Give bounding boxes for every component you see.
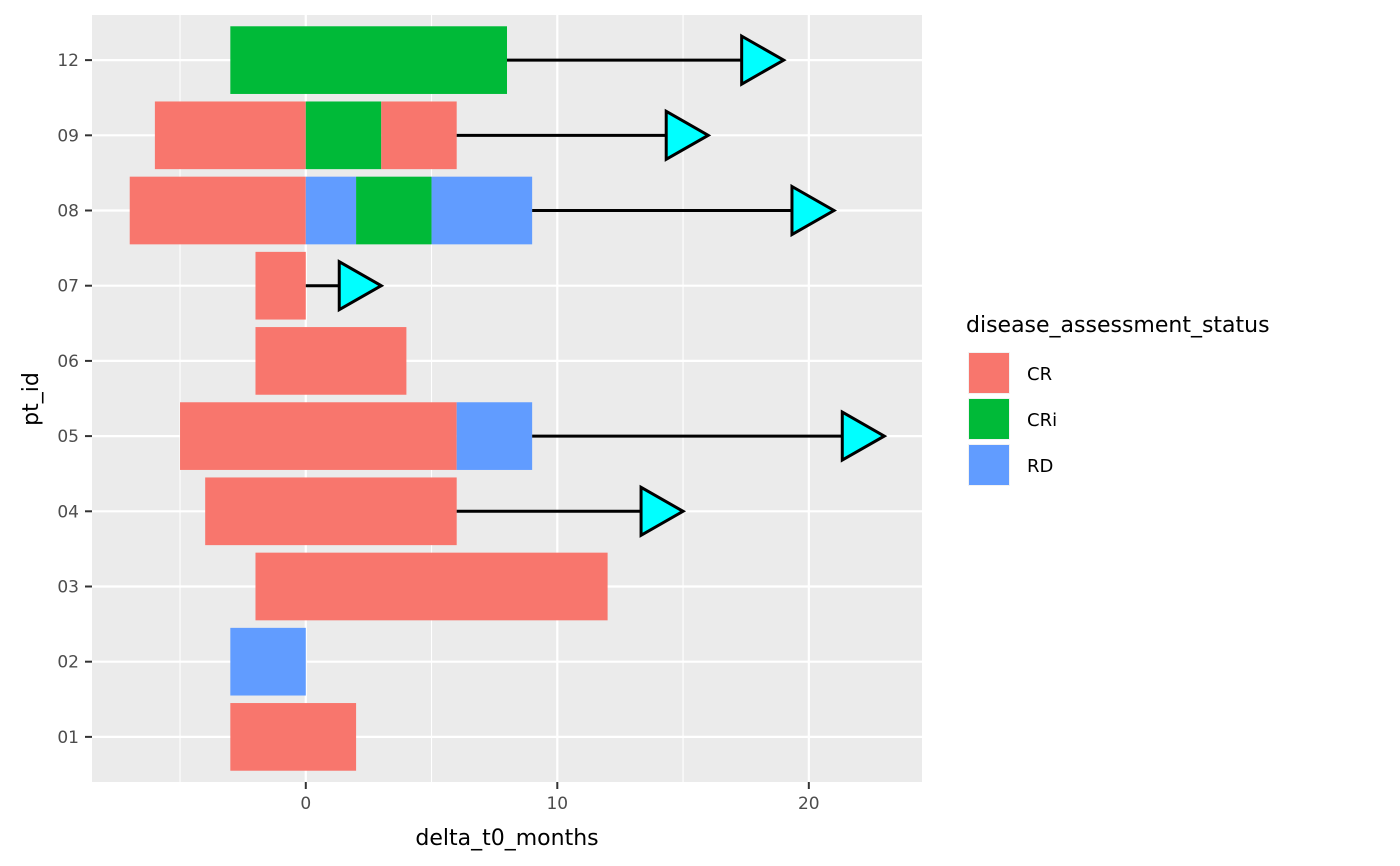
legend-swatch-cr: [969, 353, 1009, 393]
bar-segment-08-cri: [356, 176, 432, 245]
legend: disease_assessment_status CR CRi RD: [966, 313, 1270, 486]
bar-segment-05-rd: [456, 402, 533, 470]
legend-label-rd: RD: [1027, 456, 1053, 477]
bar-segment-01-cr: [230, 703, 357, 771]
bar-segment-12-cri: [230, 26, 508, 94]
legend-label-cri: CRi: [1027, 410, 1057, 431]
bar-segment-08-rd: [305, 176, 357, 245]
x-tick-label: 0: [300, 794, 311, 814]
y-tick-label: 04: [57, 502, 79, 522]
bar-segment-06-cr: [255, 327, 407, 395]
arrow-head-07: [337, 259, 385, 313]
legend-label-cr: CR: [1027, 364, 1052, 385]
y-tick-label: 07: [57, 277, 79, 297]
bar-segment-04-cr: [205, 477, 457, 546]
x-tick-label: 10: [546, 794, 568, 814]
arrow-head-12: [740, 33, 787, 87]
y-axis-title: pt_id: [19, 372, 44, 426]
x-axis-title: delta_t0_months: [415, 826, 598, 851]
arrow-head-05: [840, 409, 888, 463]
legend-swatch-rd: [969, 445, 1009, 485]
y-tick-label: 01: [57, 728, 79, 748]
bar-segment-08-cr: [129, 176, 306, 245]
y-tick-label: 12: [57, 51, 79, 71]
bars: [129, 26, 608, 771]
legend-title: disease_assessment_status: [966, 313, 1270, 338]
bar-segment-08-rd: [431, 176, 533, 245]
x-tick-label: 20: [798, 794, 820, 814]
bar-segment-09-cr: [381, 101, 457, 170]
y-tick-label: 02: [57, 653, 79, 673]
arrow-head-08: [790, 183, 837, 238]
y-axis: 01 02 03 04 05 06 07 08 09 12: [57, 51, 92, 748]
bar-segment-07-cr: [255, 251, 306, 320]
y-tick-label: 05: [57, 427, 79, 447]
y-tick-label: 08: [57, 202, 79, 222]
bar-segment-02-rd: [230, 627, 306, 696]
bar-segment-09-cri: [305, 101, 382, 170]
legend-swatch-cri: [969, 399, 1009, 439]
bar-segment-03-cr: [255, 552, 608, 621]
arrow-head-04: [639, 484, 687, 538]
y-tick-label: 09: [57, 126, 79, 146]
arrows: [305, 33, 888, 538]
y-tick-label: 06: [57, 352, 79, 372]
x-axis: 0 10 20: [300, 782, 820, 814]
bar-segment-05-cr: [180, 402, 457, 470]
y-tick-label: 03: [57, 577, 79, 597]
bar-segment-09-cr: [154, 101, 306, 170]
arrow-head-09: [664, 108, 712, 162]
